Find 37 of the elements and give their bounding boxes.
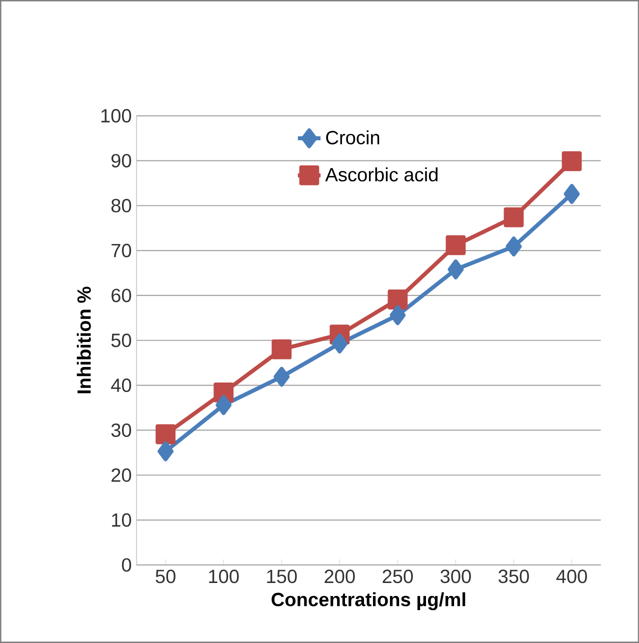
x-tick-label: 400 [556, 570, 587, 584]
point [564, 184, 580, 204]
x-tick-label: 100 [209, 570, 239, 584]
point [448, 259, 464, 280]
legend-label: Ascorbic acid [325, 167, 438, 182]
x-tick-label: 250 [382, 570, 413, 584]
y-tick-label: 100 [101, 109, 132, 123]
x-axis-title: Concentrations µg/ml [272, 592, 466, 610]
point [504, 207, 524, 228]
y-tick-label: 50 [111, 334, 132, 348]
point [506, 236, 522, 256]
point [156, 424, 176, 444]
y-tick-label: 30 [111, 423, 132, 437]
x-tick-label: 300 [440, 570, 471, 584]
x-tick-label: 150 [267, 570, 297, 584]
point [388, 290, 408, 310]
point [332, 334, 348, 354]
y-tick-label: 90 [111, 154, 132, 168]
legend-label: Crocin [326, 130, 380, 144]
point [390, 305, 406, 326]
y-tick-label: 0 [122, 558, 132, 572]
x-tick-label: 50 [156, 570, 176, 584]
point [562, 151, 582, 172]
y-tick-label: 40 [110, 378, 132, 392]
y-tick-label: 20 [111, 468, 132, 482]
point [216, 395, 232, 415]
y-tick-label: 10 [112, 513, 132, 527]
point [158, 441, 174, 462]
y-tick-label: 60 [111, 288, 132, 302]
y-axis-title: Inhibition % [76, 286, 91, 394]
x-tick-label: 350 [498, 570, 529, 584]
point [274, 366, 290, 387]
y-tick-label: 70 [111, 244, 132, 258]
point [272, 339, 292, 360]
x-tick-label: 200 [324, 570, 355, 584]
y-tick-label: 80 [111, 198, 132, 212]
point [446, 235, 466, 256]
